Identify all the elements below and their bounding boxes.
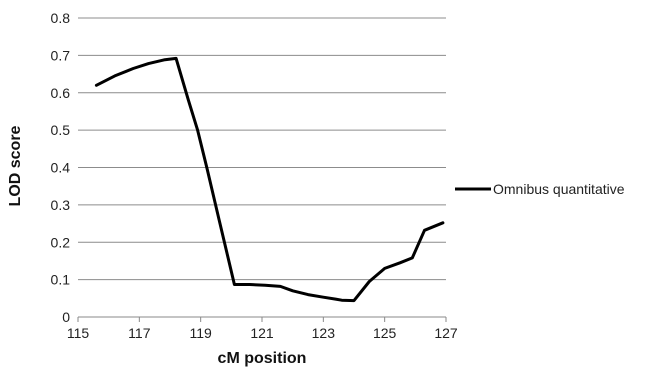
gridlines [78,17,446,281]
x-tick-label: 119 [190,325,213,341]
x-tick-label: 115 [67,325,90,341]
x-axis-title: cM position [218,350,307,367]
y-tick-label: 0.5 [51,122,71,138]
legend: Omnibus quantitative [455,181,625,197]
y-tick-label: 0.7 [51,47,71,63]
y-tick-label: 0.1 [51,272,71,288]
x-tick-label: 117 [128,325,151,341]
x-tick-label: 123 [312,325,336,341]
x-tick-label: 121 [250,325,274,341]
x-tick-label: 125 [373,325,397,341]
series-layer [94,56,445,303]
series-line [94,56,445,303]
y-tick-label: 0.3 [51,197,71,213]
x-axis-ticks: 115 117 119 121 123 125 127 [67,317,458,341]
y-tick-label: 0.2 [51,234,71,250]
x-tick-label: 127 [434,325,458,341]
y-axis-ticks: 0 0.1 0.2 0.3 0.4 0.5 0.6 0.7 0.8 [51,10,71,325]
y-tick-label: 0.6 [51,85,71,101]
y-axis-title: LOD score [7,125,24,206]
y-tick-label: 0.4 [51,160,71,176]
y-tick-label: 0 [62,309,70,325]
y-tick-label: 0.8 [51,10,71,26]
legend-label: Omnibus quantitative [493,181,625,197]
